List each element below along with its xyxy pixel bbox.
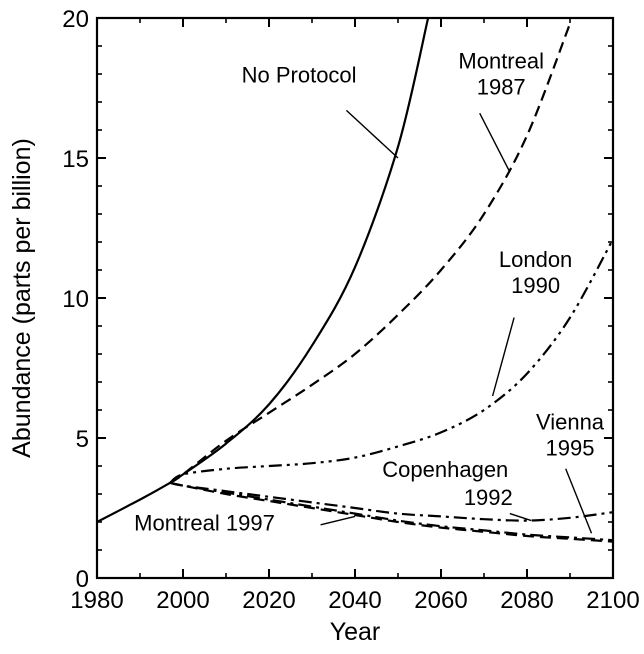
y-axis-title: Abundance (parts per billion): [8, 138, 36, 458]
annotation-montreal-1997: Montreal 1997: [134, 510, 275, 535]
annotation-pointer-vienna-1995: [565, 468, 593, 534]
annotation-pointer-montreal-1997: [320, 515, 356, 526]
x-tick-label: 2000: [156, 587, 209, 614]
annotation-london-1990: London 1990: [499, 247, 572, 298]
x-tick-label: 2020: [242, 587, 295, 614]
series-line-no-protocol: [97, 18, 430, 523]
annotation-copenhagen: Copenhagen: [382, 457, 508, 482]
annotation-montreal-1987: Montreal 1987: [458, 48, 544, 99]
x-tick-label: 2040: [328, 587, 381, 614]
series-layer: [97, 18, 613, 543]
series-line-vienna-1995: [169, 481, 613, 542]
series-line-montreal-1997: [169, 481, 613, 543]
annotation-1992: 1992: [464, 485, 513, 510]
annotation-pointer-london-1990: [491, 317, 515, 397]
x-tick-label: 2060: [414, 587, 467, 614]
annotation-pointer-1992: [509, 512, 532, 522]
y-tick-label: 15: [62, 146, 89, 173]
annotation-pointer-no-protocol: [345, 109, 399, 159]
y-tick-label: 0: [76, 566, 89, 593]
plot-frame: [95, 16, 615, 580]
x-axis-title: Year: [330, 618, 381, 646]
annotation-no-protocol: No Protocol: [242, 62, 357, 87]
annotations: No Protocol Montreal 1987 London 1990 Vienna 1…: [134, 48, 605, 535]
series-line-montreal-1987: [169, 23, 572, 484]
series-line-copenhagen-1992: [169, 481, 613, 522]
y-tick-label: 10: [62, 286, 89, 313]
x-tick-label: 2080: [500, 587, 553, 614]
annotation-pointer-montreal-1987: [479, 112, 511, 173]
y-tick-label: 20: [62, 6, 89, 33]
tick-labels: 1980 2000 2020 2040 2060 2080 2100 0 5 10 15 20: [62, 6, 639, 614]
x-tick-label: 1980: [70, 587, 123, 614]
x-tick-label: 2100: [586, 587, 639, 614]
y-tick-label: 5: [76, 426, 89, 453]
annotation-vienna-1995: Vienna 1995: [536, 410, 605, 461]
